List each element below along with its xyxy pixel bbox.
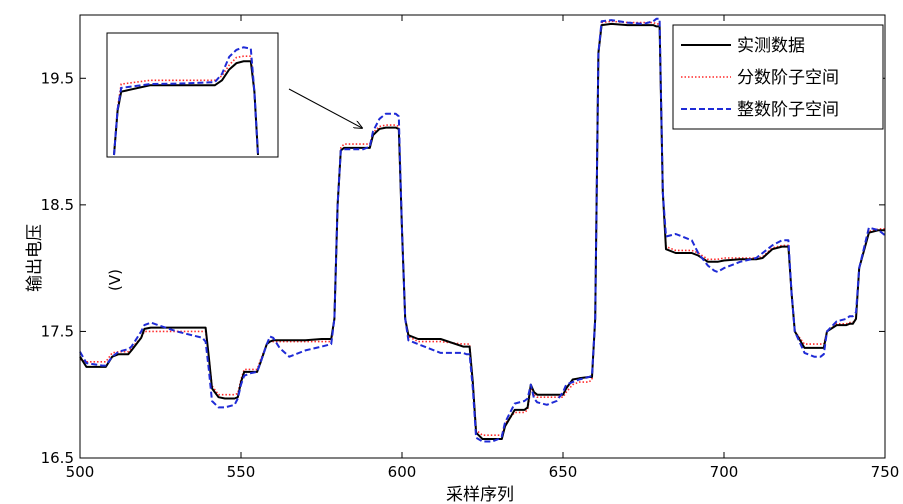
inset-arrow [288,88,362,128]
legend-box [672,24,884,130]
x-tick-label: 500 [66,463,95,481]
y-tick-label: 17.5 [41,322,74,340]
y-tick-label: 16.5 [41,449,74,467]
inset-series-1 [113,55,259,156]
plot-frame [79,14,886,459]
x-tick-label: 700 [710,463,739,481]
legend-label: 实测数据 [737,36,805,56]
series-line-2 [79,17,886,443]
ticks: 500 550 600 650 700 750 16.5 17.5 18.5 19.5 [41,15,900,481]
arrow-line [288,88,362,128]
legend-label: 整数阶子空间 [737,100,839,120]
main-plot-area [79,17,886,443]
y-axis-label: 输出电压 [25,224,45,292]
inset-zoom [106,32,279,158]
inset-frame [106,32,279,158]
x-axis-label: 采样序列 [446,485,514,504]
y-axis-unit: (V) [106,269,124,291]
x-tick-label: 750 [871,463,900,481]
x-tick-label: 550 [227,463,256,481]
axes [79,14,886,459]
inset-series-2 [113,46,259,156]
x-tick-label: 650 [549,463,578,481]
y-tick-label: 19.5 [41,69,74,87]
x-tick-label: 600 [388,463,417,481]
legend-label: 分数阶子空间 [737,68,839,88]
y-tick-label: 18.5 [41,196,74,214]
